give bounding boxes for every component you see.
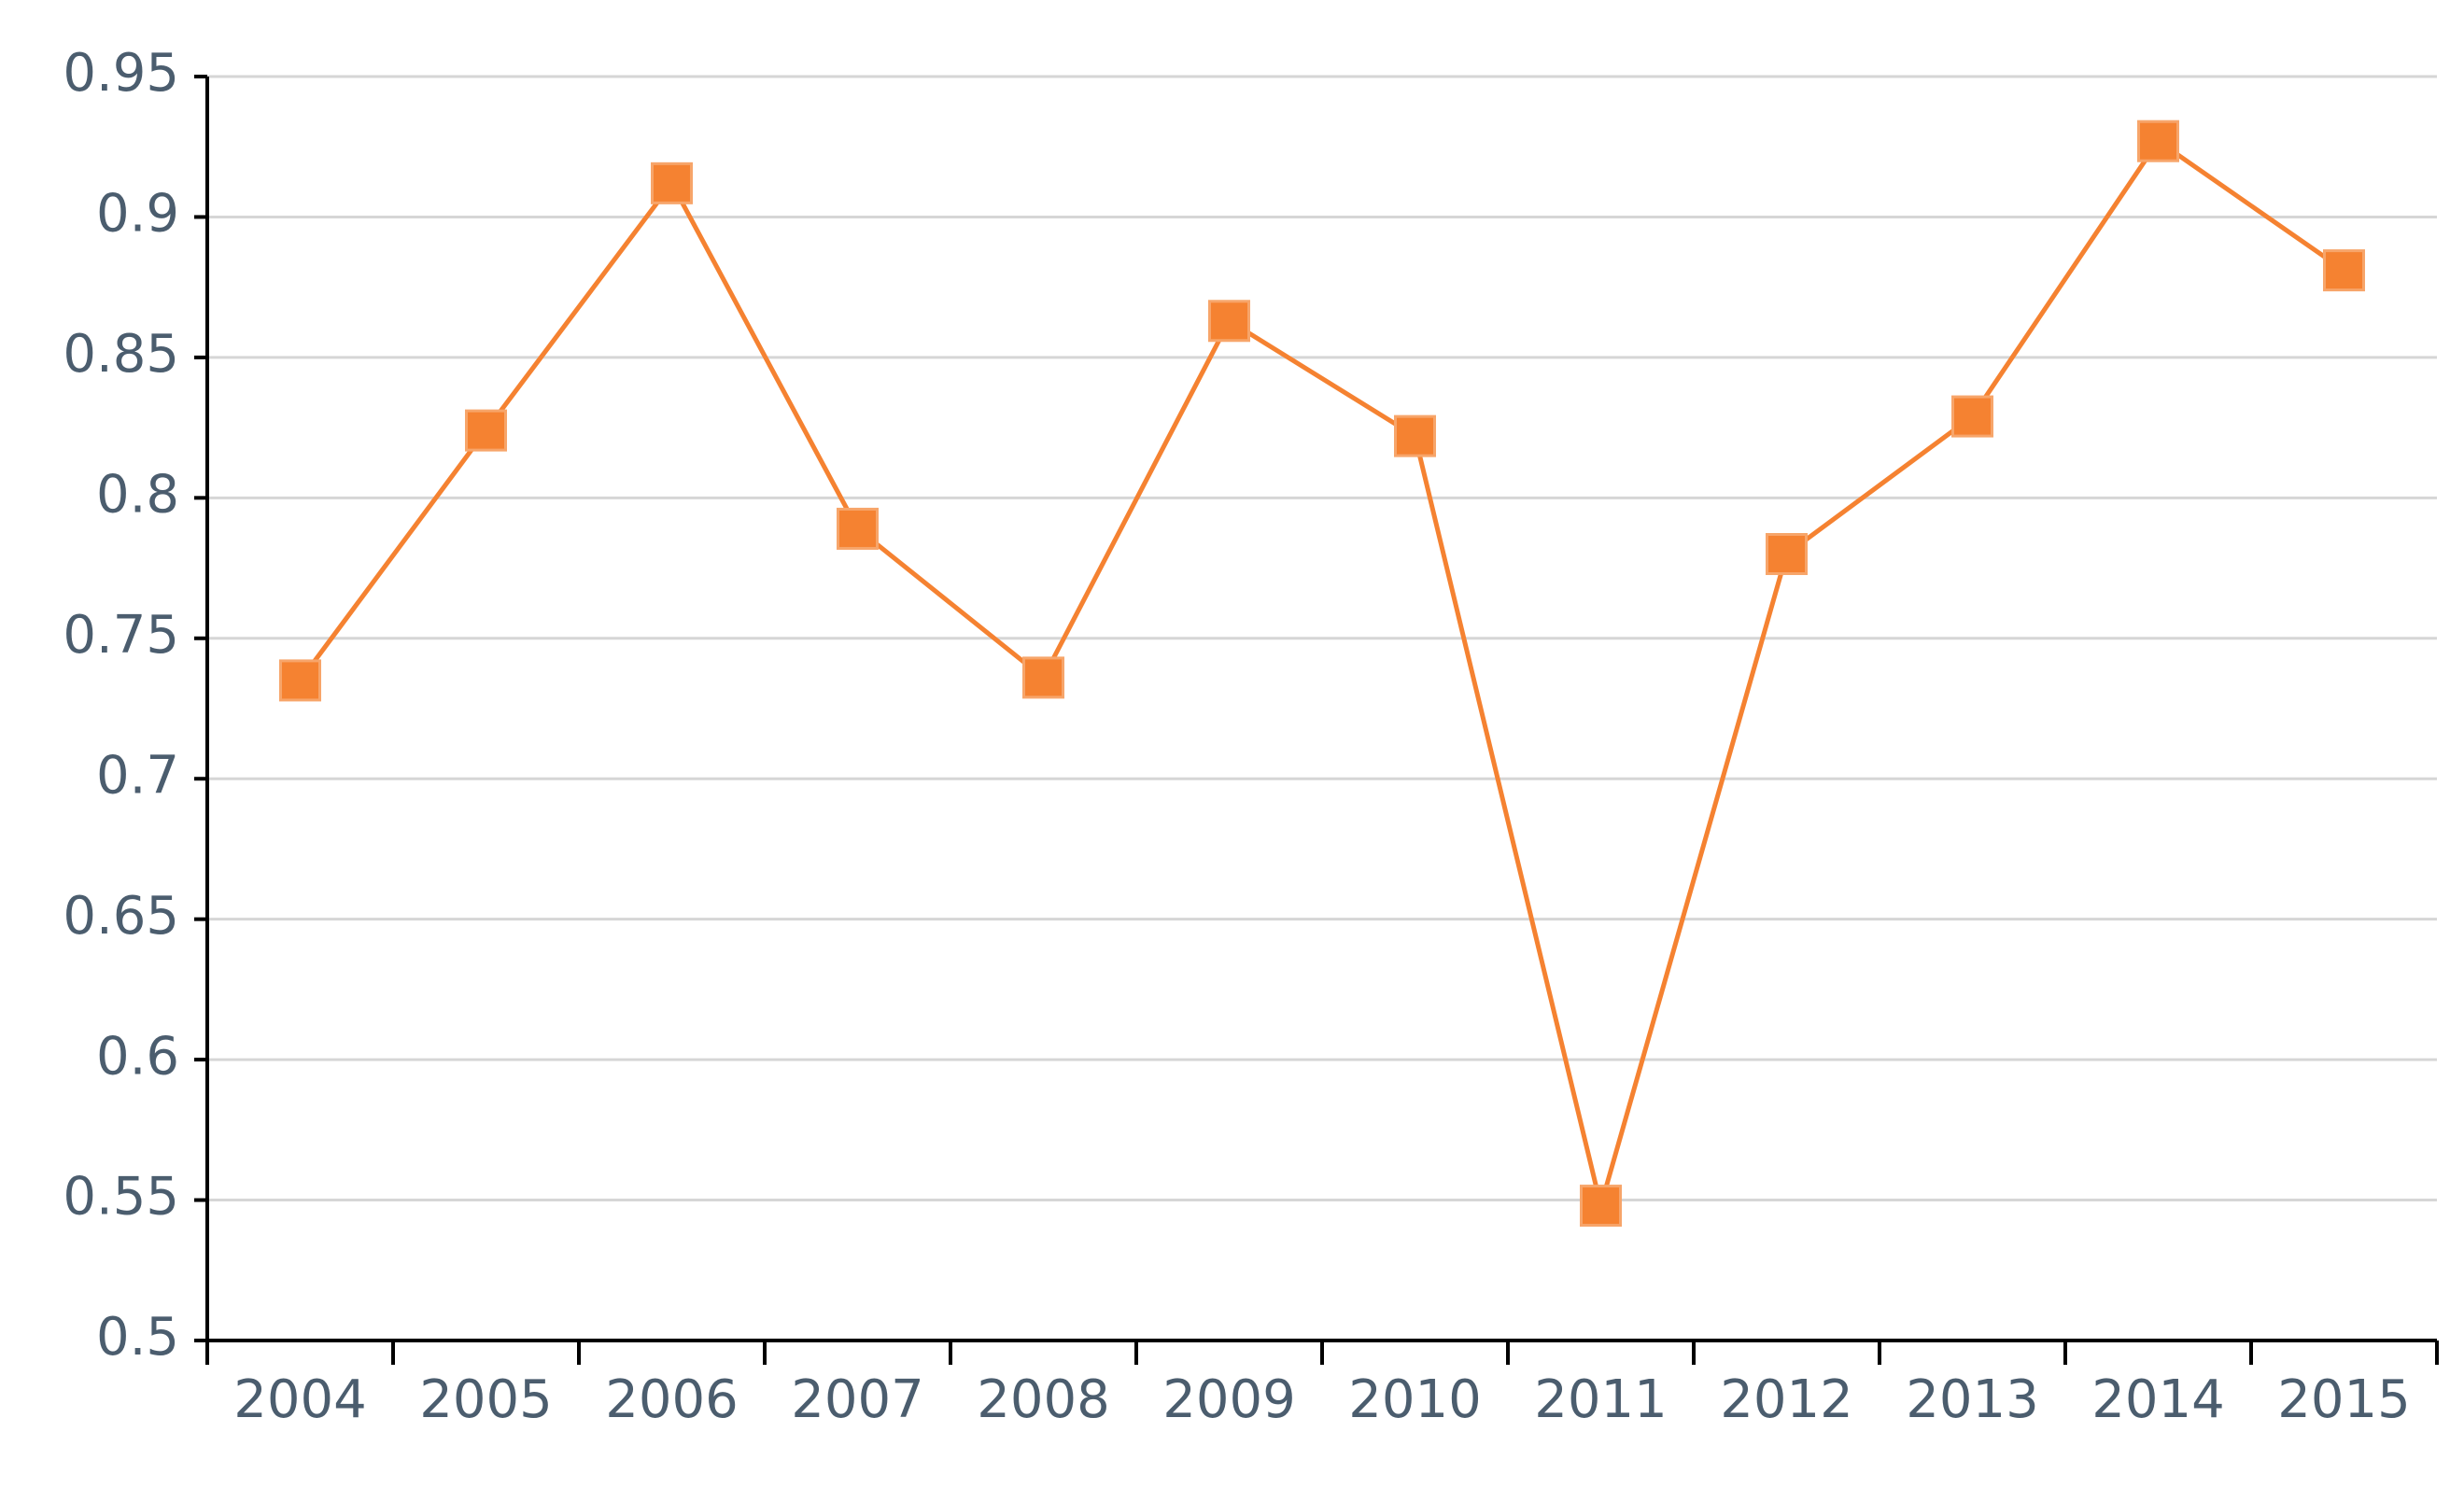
data-point-marker — [837, 507, 879, 550]
data-point-marker — [1951, 395, 1993, 438]
data-point-marker — [2137, 119, 2179, 162]
x-tick-label: 2005 — [419, 1369, 553, 1430]
y-tick-label: 0.55 — [63, 1167, 179, 1228]
x-tick-label: 2011 — [1534, 1369, 1668, 1430]
y-tick-label: 0.75 — [63, 605, 179, 666]
x-tick-label: 2015 — [2277, 1369, 2411, 1430]
data-point-marker — [1766, 533, 1808, 576]
y-tick-label: 0.9 — [96, 184, 179, 245]
x-tick-label: 2004 — [233, 1369, 367, 1430]
x-tick-label: 2014 — [2091, 1369, 2225, 1430]
y-tick-label: 0.95 — [63, 43, 179, 104]
data-point-marker — [279, 659, 321, 702]
y-tick-label: 0.7 — [96, 745, 179, 806]
y-tick-label: 0.65 — [63, 886, 179, 947]
data-point-marker — [651, 161, 693, 204]
data-point-marker — [1022, 656, 1064, 699]
data-series — [279, 119, 2365, 1228]
x-tick-label: 2007 — [791, 1369, 924, 1430]
x-tick-label: 2009 — [1162, 1369, 1296, 1430]
gridlines — [207, 75, 2437, 1202]
axes — [194, 75, 2439, 1365]
data-point-marker — [465, 409, 507, 452]
y-tick-label: 0.8 — [96, 464, 179, 525]
data-point-marker — [1580, 1185, 1622, 1228]
y-tick-label: 0.85 — [63, 324, 179, 385]
y-tick-label: 0.6 — [96, 1026, 179, 1087]
data-point-marker — [1394, 414, 1436, 457]
tick-labels: 0.5 0.55 0.6 0.65 0.7 0.75 0.8 0.85 0.9 0.95 2004 2… — [63, 43, 2410, 1430]
x-tick-label: 2008 — [977, 1369, 1110, 1430]
series-line — [298, 138, 2345, 1209]
x-tick-label: 2006 — [605, 1369, 739, 1430]
x-tick-label: 2010 — [1348, 1369, 1482, 1430]
data-point-marker — [2323, 249, 2365, 292]
data-point-marker — [1208, 300, 1250, 343]
y-tick-label: 0.5 — [96, 1307, 179, 1368]
x-tick-label: 2012 — [1720, 1369, 1853, 1430]
x-tick-label: 2013 — [1906, 1369, 2039, 1430]
